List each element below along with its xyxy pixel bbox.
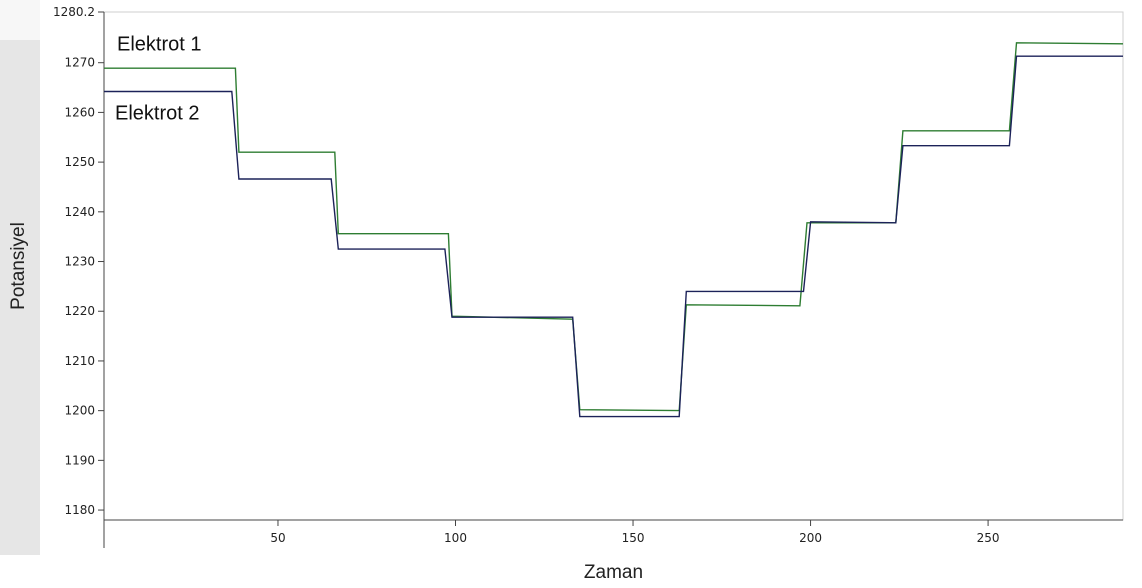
- y-tick-label: 1240: [64, 205, 95, 219]
- y-tick-label: 1190: [64, 453, 95, 467]
- y-tick-label: 1200: [64, 404, 95, 418]
- series-label-elektrot-2: Elektrot 2: [115, 102, 199, 124]
- series-label-elektrot-1: Elektrot 1: [117, 33, 201, 55]
- y-tick-label: 1270: [64, 56, 95, 70]
- x-tick-label: 50: [270, 531, 285, 545]
- series-line-2: [104, 55, 1123, 418]
- series-line-1: [104, 42, 1124, 412]
- x-tick-label: 100: [444, 531, 467, 545]
- y-tick-label: 1260: [64, 105, 95, 119]
- axes: 1180 1190 1200 1210 1220 1230 1240 1250 1260 1270…: [53, 5, 1123, 548]
- series-layer: [104, 42, 1124, 418]
- y-tick-label: 1280.2: [53, 5, 95, 19]
- y-tick-label: 1210: [64, 354, 95, 368]
- x-tick-label: 200: [799, 531, 822, 545]
- y-axis-title: Potansiyel: [8, 222, 29, 310]
- x-axis-title: Zaman: [584, 562, 643, 583]
- x-tick-label: 250: [977, 531, 1000, 545]
- x-tick-label: 150: [622, 531, 645, 545]
- y-tick-label: 1230: [64, 255, 95, 269]
- left-margin-white: [0, 0, 40, 40]
- y-tick-label: 1180: [64, 503, 95, 517]
- y-tick-label: 1250: [64, 155, 95, 169]
- left-margin-strip: [0, 0, 40, 555]
- y-tick-label: 1220: [64, 304, 95, 318]
- plot-area: [103, 11, 1124, 521]
